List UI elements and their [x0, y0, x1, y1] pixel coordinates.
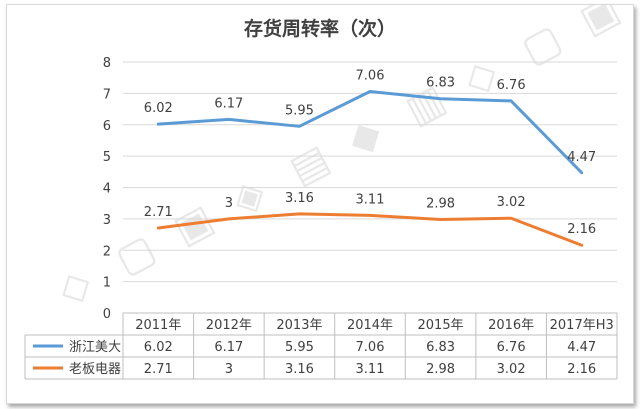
series-line: [156, 89, 584, 175]
table-value-cell: 3.16: [285, 362, 314, 377]
watermark-glyph: ◆: [340, 109, 389, 164]
x-category-label: 2012年: [206, 318, 252, 333]
data-label: 6.76: [497, 78, 526, 93]
data-label: 3: [225, 196, 233, 211]
y-tick-label: 3: [103, 213, 111, 228]
y-tick-label: 2: [103, 244, 111, 259]
table-value-cell: 5.95: [285, 340, 314, 355]
table-value-cell: 7.06: [356, 340, 385, 355]
y-tick-label: 0: [103, 307, 111, 322]
x-category-label: 2017年H3: [550, 318, 614, 333]
data-label: 4.47: [567, 150, 596, 165]
x-category-label: 2011年: [135, 318, 181, 333]
watermark-glyph: ▢: [514, 15, 569, 73]
series-line: [156, 212, 584, 247]
watermark-glyph: ▣: [572, 5, 627, 44]
table-value-cell: 4.47: [567, 340, 596, 355]
watermark: ◇▢▣ ◈▤ ◆▥ ◇▢▣: [50, 5, 627, 314]
data-label: 6.83: [426, 76, 455, 91]
chart-frame: ◇ ▢ ▣ ◈ ▤ ◆ ▥ ◇ ▢ ▣ 存货周转率（次） 0 1 2 3 4 5 6 7 8 2011年 2012年…: [6, 4, 634, 404]
watermark-glyph: ◇: [456, 49, 505, 104]
y-tick-label: 4: [103, 182, 111, 197]
table-value-cell: 2.71: [144, 362, 173, 377]
data-label: 3.11: [356, 192, 385, 207]
x-category-label: 2015年: [418, 318, 464, 333]
data-label: 6.02: [144, 101, 173, 116]
y-tick-label: 5: [103, 150, 111, 165]
data-label: 2.71: [144, 205, 173, 220]
table-value-cell: 3: [225, 362, 233, 377]
table-value-cell: 2.16: [567, 362, 596, 377]
data-label: 2.16: [567, 222, 596, 237]
legend-series-name: 老板电器: [69, 362, 121, 377]
table-value-cell: 3.02: [497, 362, 526, 377]
x-category-label: 2013年: [276, 318, 322, 333]
y-tick-label: 6: [103, 119, 111, 134]
table-value-cell: 6.76: [497, 340, 526, 355]
chart-title: 存货周转率（次）: [244, 17, 396, 40]
table-value-cell: 6.02: [144, 340, 173, 355]
table-value-cell: 3.11: [356, 362, 385, 377]
watermark-glyph: ▤: [282, 135, 337, 193]
y-tick-label: 7: [103, 87, 111, 102]
table-value-cell: 6.17: [214, 340, 243, 355]
data-label: 5.95: [285, 103, 314, 118]
data-label: 3.16: [285, 191, 314, 206]
y-tick-label: 8: [103, 56, 111, 71]
data-label: 6.17: [214, 96, 243, 111]
data-label: 7.06: [356, 68, 385, 83]
table-value-cell: 2.98: [426, 362, 455, 377]
watermark-glyph: ◇: [50, 259, 99, 314]
table-value-cell: 6.83: [426, 340, 455, 355]
legend-series-name: 浙江美大: [69, 340, 121, 355]
data-label: 3.02: [497, 195, 526, 210]
x-category-label: 2016年: [488, 318, 534, 333]
x-category-label: 2014年: [347, 318, 393, 333]
y-tick-label: 1: [103, 276, 111, 291]
line-chart: ◇▢▣ ◈▤ ◆▥ ◇▢▣ 存货周转率（次） 0 1 2 3 4 5 6 7 8 2011年 2012年…: [24, 5, 627, 380]
watermark-glyph: ▢: [108, 225, 163, 283]
data-label: 2.98: [426, 197, 455, 212]
